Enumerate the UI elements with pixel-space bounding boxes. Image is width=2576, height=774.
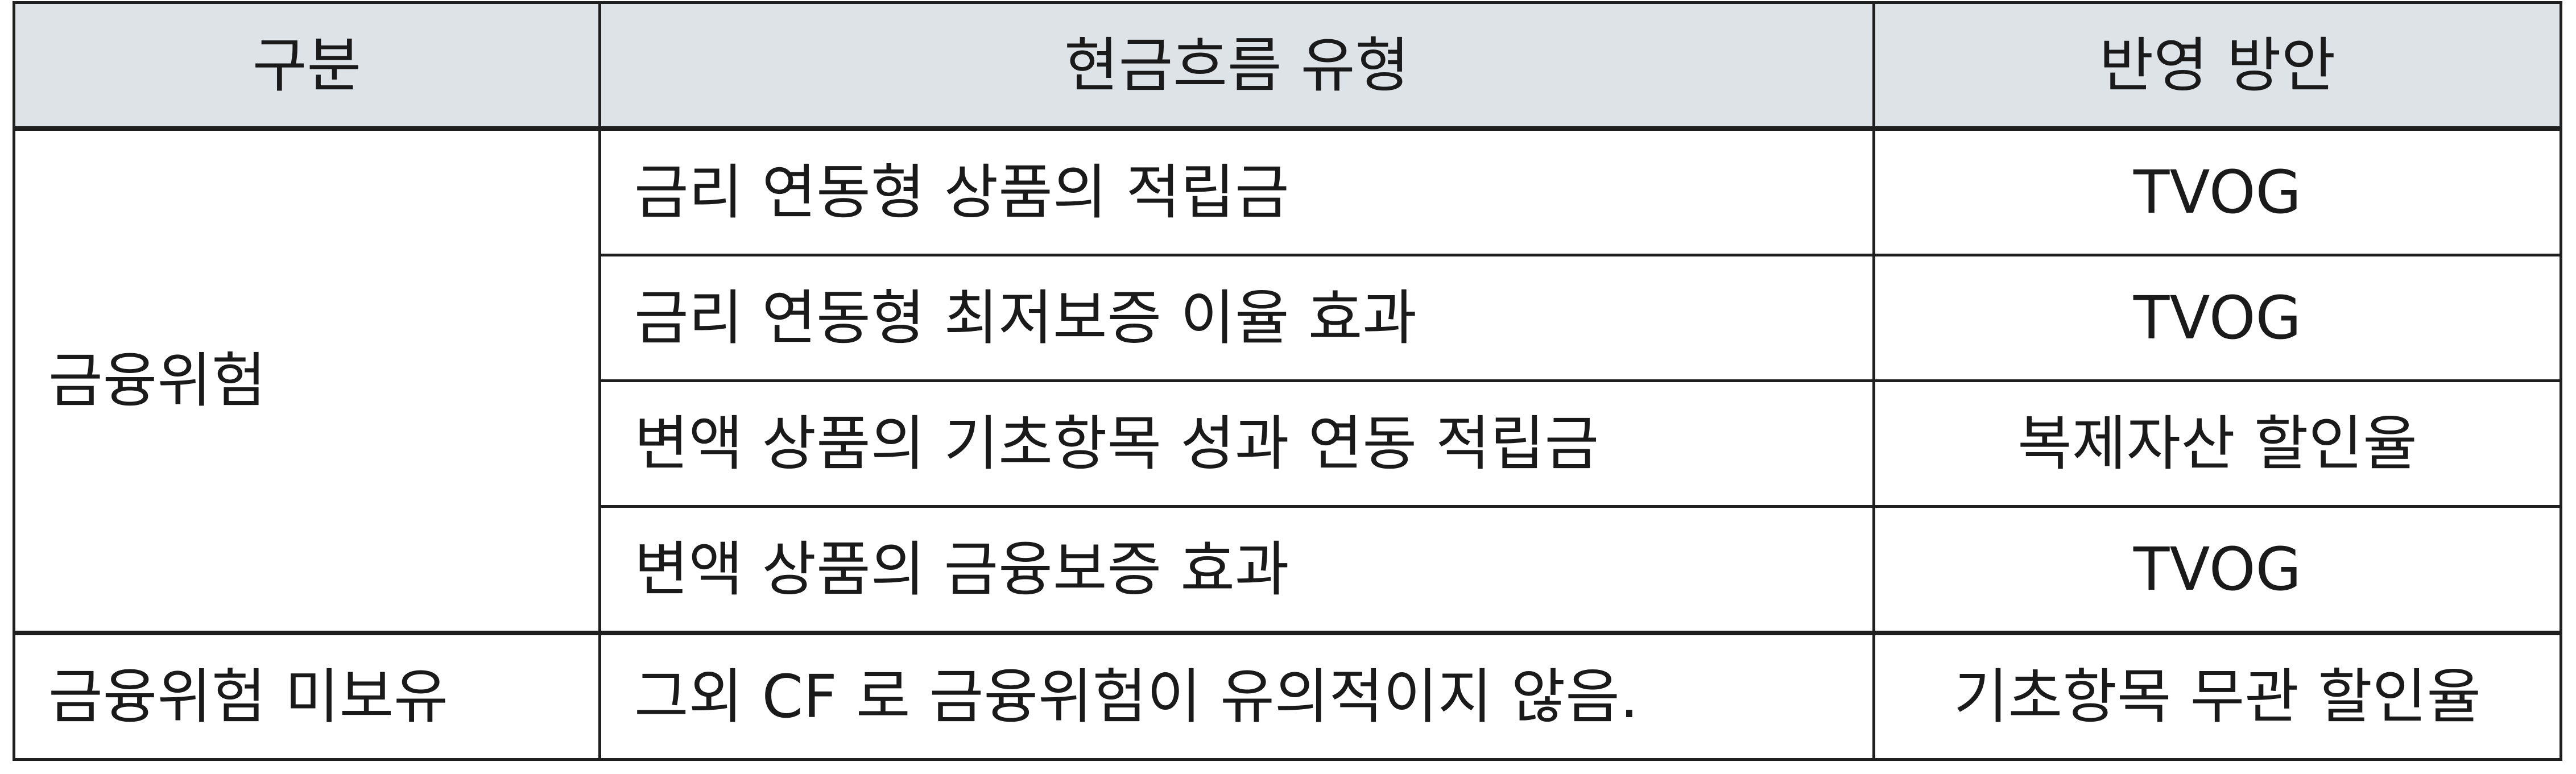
table-row: 변액 상품의 기초항목 성과 연동 적립금 복제자산 할인율 (14, 379, 2562, 508)
method-cell: 기초항목 무관 할인율 (1872, 630, 2562, 761)
method-cell: TVOG (1872, 127, 2562, 256)
method-cell: 복제자산 할인율 (1872, 379, 2562, 508)
header-method: 반영 방안 (1872, 1, 2562, 131)
category-cell: 금융위험 (13, 127, 601, 635)
table-row: 금융위험 미보유 그외 CF 로 금융위험이 유의적이지 않음. 기초항목 무관… (13, 630, 2562, 761)
cash-flow-type-cell: 변액 상품의 기초항목 성과 연동 적립금 (598, 379, 1875, 508)
header-cash-flow-type: 현금흐름 유형 (598, 1, 1875, 131)
category-cell: 금융위험 미보유 (13, 630, 601, 761)
table-row: 금융위험 금리 연동형 상품의 적립금 TVOG (13, 127, 2562, 635)
cash-flow-type-cell: 그외 CF 로 금융위험이 유의적이지 않음. (598, 630, 1875, 761)
table-row: 변액 상품의 금융보증 효과 TVOG (14, 504, 2562, 635)
cash-flow-type-cell: 변액 상품의 금융보증 효과 (598, 504, 1875, 635)
cash-flow-type-cell: 금리 연동형 최저보증 이율 효과 (598, 254, 1875, 382)
cash-flow-table: 구분 현금흐름 유형 반영 방안 금융위험 금리 연동형 상품의 적립금 TVO… (13, 1, 2562, 761)
method-cell: TVOG (1872, 504, 2562, 635)
header-category: 구분 (13, 1, 601, 131)
method-cell: TVOG (1872, 254, 2562, 382)
cash-flow-type-cell: 금리 연동형 상품의 적립금 (598, 127, 1875, 256)
table-header-row: 구분 현금흐름 유형 반영 방안 (13, 1, 2562, 131)
table-row: 금리 연동형 최저보증 이율 효과 TVOG (14, 254, 2562, 382)
